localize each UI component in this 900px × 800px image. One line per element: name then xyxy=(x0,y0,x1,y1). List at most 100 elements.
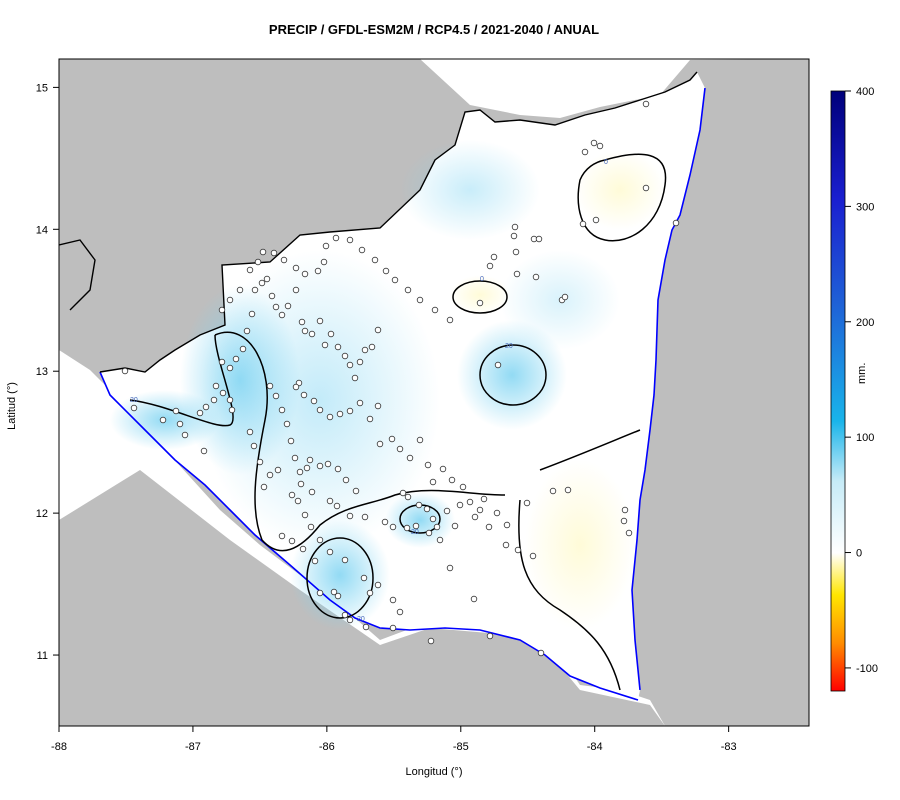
station-marker xyxy=(389,596,397,604)
station-marker xyxy=(416,436,424,444)
station-marker xyxy=(564,486,572,494)
station-marker xyxy=(476,506,484,514)
station-marker xyxy=(490,253,498,261)
station-marker xyxy=(403,524,411,532)
coastline xyxy=(99,87,706,701)
station-marker xyxy=(433,523,441,531)
station-marker xyxy=(471,513,479,521)
station-marker xyxy=(451,522,459,530)
station-marker xyxy=(429,478,437,486)
station-marker xyxy=(308,330,316,338)
station-marker xyxy=(306,456,314,464)
station-marker xyxy=(202,403,210,411)
station-marker xyxy=(324,460,332,468)
station-marker xyxy=(172,407,180,415)
station-marker xyxy=(494,361,502,369)
station-marker xyxy=(358,246,366,254)
station-marker xyxy=(326,497,334,505)
x-tick-label: -85 xyxy=(453,741,469,753)
station-marker xyxy=(382,267,390,275)
colorbar-label: mm. xyxy=(856,362,868,384)
station-marker xyxy=(299,545,307,553)
station-marker xyxy=(236,286,244,294)
station-marker xyxy=(246,428,254,436)
station-marker xyxy=(456,501,464,509)
station-marker xyxy=(590,139,598,147)
station-marker xyxy=(226,364,234,372)
station-marker xyxy=(529,552,537,560)
station-marker xyxy=(239,345,247,353)
station-marker xyxy=(537,649,545,657)
station-marker xyxy=(346,616,354,624)
station-marker xyxy=(448,476,456,484)
station-marker xyxy=(416,296,424,304)
station-marker xyxy=(356,358,364,366)
station-marker xyxy=(376,440,384,448)
station-marker xyxy=(502,541,510,549)
y-tick-label: 13 xyxy=(36,366,48,378)
station-marker xyxy=(218,358,226,366)
station-marker xyxy=(232,355,240,363)
station-marker xyxy=(301,327,309,335)
station-marker xyxy=(389,624,397,632)
station-marker xyxy=(470,595,478,603)
station-marker xyxy=(268,292,276,300)
contour-label: 20 xyxy=(505,343,513,350)
station-marker xyxy=(308,488,316,496)
station-marker xyxy=(288,537,296,545)
station-marker xyxy=(361,513,369,521)
contour-labels: 0 0 20 20 20 20 xyxy=(130,159,608,623)
station-marker xyxy=(334,465,342,473)
station-marker xyxy=(368,343,376,351)
station-marker xyxy=(503,521,511,529)
station-marker xyxy=(332,234,340,242)
station-marker xyxy=(361,346,369,354)
station-marker xyxy=(374,326,382,334)
station-marker xyxy=(429,515,437,523)
station-marker xyxy=(642,184,650,192)
station-marker xyxy=(283,420,291,428)
x-tick-label: -88 xyxy=(51,741,67,753)
station-marker xyxy=(298,318,306,326)
station-marker xyxy=(412,522,420,530)
station-marker xyxy=(446,316,454,324)
station-marker xyxy=(514,546,522,554)
station-marker xyxy=(296,468,304,476)
station-marker xyxy=(301,270,309,278)
contour-label: 20 xyxy=(130,397,138,404)
station-marker xyxy=(486,632,494,640)
station-marker xyxy=(513,270,521,278)
land-border xyxy=(59,71,698,373)
station-marker xyxy=(300,391,308,399)
station-marker xyxy=(311,557,319,565)
y-tick-label: 12 xyxy=(36,508,48,520)
station-marker xyxy=(226,396,234,404)
station-marker xyxy=(251,286,259,294)
precip-field xyxy=(110,140,665,630)
station-marker xyxy=(297,480,305,488)
station-marker xyxy=(314,267,322,275)
station-marker xyxy=(263,275,271,283)
station-marker xyxy=(399,489,407,497)
station-marker xyxy=(181,431,189,439)
station-marker xyxy=(512,248,520,256)
x-axis-label: Longitud (°) xyxy=(405,766,463,778)
station-marker xyxy=(260,483,268,491)
station-marker xyxy=(316,406,324,414)
plot-frame xyxy=(58,58,810,727)
station-marker xyxy=(476,299,484,307)
station-marker xyxy=(246,266,254,274)
station-marker xyxy=(389,523,397,531)
station-marker xyxy=(436,536,444,544)
station-marker xyxy=(243,327,251,335)
station-marker xyxy=(581,148,589,156)
colorbar-tick-label: -100 xyxy=(856,663,878,675)
station-marker xyxy=(256,458,264,466)
station-marker xyxy=(396,608,404,616)
station-marker xyxy=(356,399,364,407)
station-marker xyxy=(284,302,292,310)
station-marker xyxy=(480,495,488,503)
station-marker xyxy=(404,493,412,501)
station-marker xyxy=(294,497,302,505)
